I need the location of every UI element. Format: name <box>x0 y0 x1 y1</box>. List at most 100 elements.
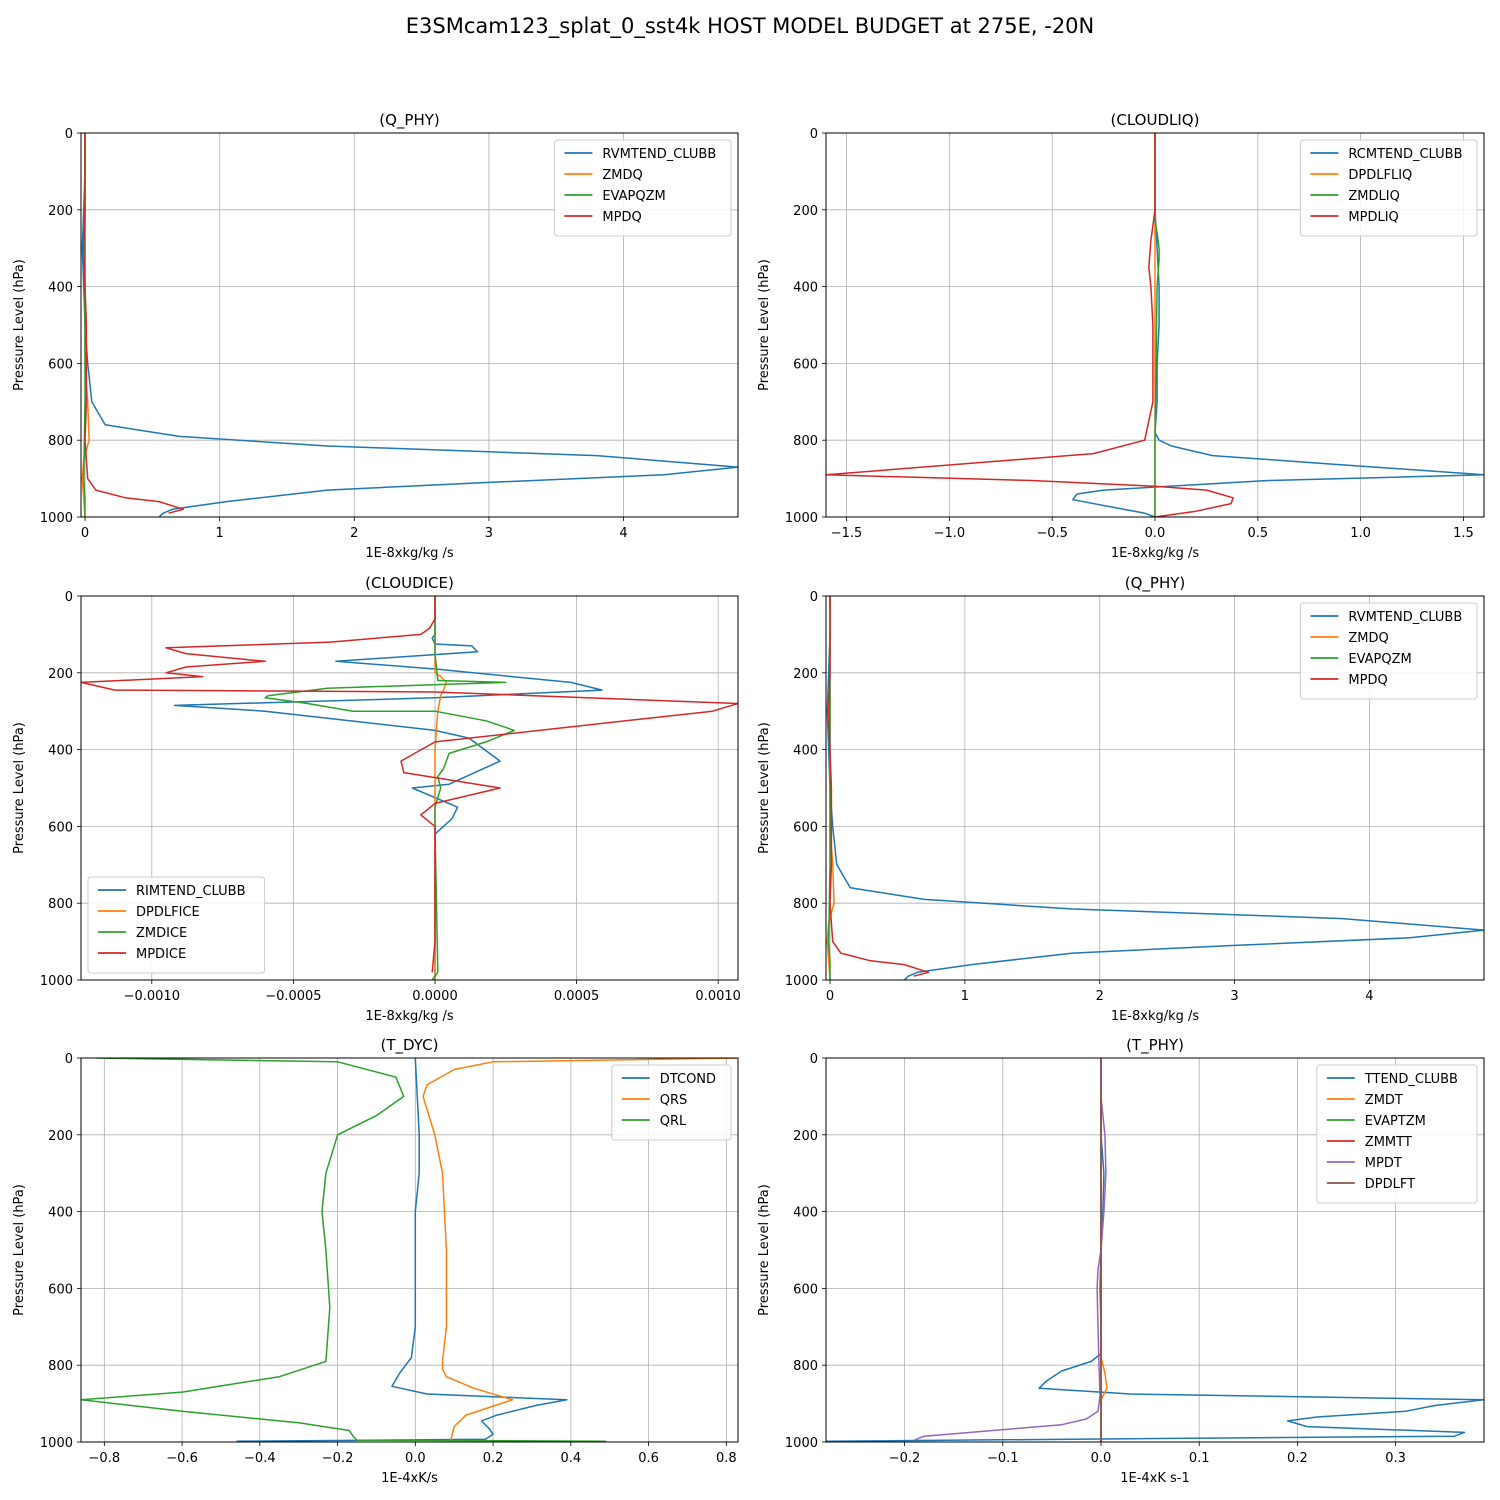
x-tick-label: 2 <box>1096 989 1104 1004</box>
x-tick-label: 0.0005 <box>554 989 600 1004</box>
legend-box <box>553 139 732 237</box>
legend: RVMTEND_CLUBB ZMDQ EVAPQZM MPDQ <box>1299 602 1478 700</box>
y-tick-label: 200 <box>48 1129 73 1144</box>
subplot-title: (Q_PHY) <box>1125 574 1186 593</box>
figure-title: E3SMcam123_splat_0_sst4k HOST MODEL BUDG… <box>405 14 1095 38</box>
x-axis-label: 1E-8xkg/kg /s <box>1111 546 1200 561</box>
legend-label: RVMTEND_CLUBB <box>1348 610 1462 625</box>
subplot-1: 0 1 2 3 4 0 200 400 600 800 1000 (Q_PHY) 1E-8xkg/kg … <box>12 111 739 561</box>
y-tick-label: 1000 <box>785 1436 818 1451</box>
subplot-title: (CLOUDLIQ) <box>1111 111 1200 129</box>
x-tick-label: 0 <box>826 989 834 1004</box>
x-tick-label: 0.3 <box>1385 1451 1406 1466</box>
y-tick-label: 400 <box>793 1206 818 1221</box>
x-tick-label: 1 <box>216 526 224 541</box>
legend-box <box>611 1064 732 1141</box>
legend-label: MPDLIQ <box>1348 210 1398 225</box>
axes-frame <box>80 132 739 518</box>
x-tick-label: −0.0010 <box>124 989 180 1004</box>
legend-label: DPDLFLIQ <box>1348 168 1412 183</box>
x-tick-label: 0.0 <box>1091 1451 1112 1466</box>
x-tick-label: 0.1 <box>1189 1451 1210 1466</box>
legend: RCMTEND_CLUBB DPDLFLIQ ZMDLIQ MPDLIQ <box>1299 139 1478 237</box>
series-line-zmdliq <box>1154 133 1160 517</box>
x-tick-label: 4 <box>619 526 627 541</box>
y-tick-label: 1000 <box>785 974 818 989</box>
y-axis-label: Pressure Level (hPa) <box>12 722 27 854</box>
x-tick-label: −1.0 <box>934 526 966 541</box>
y-tick-label: 200 <box>48 667 73 682</box>
legend-box <box>1299 139 1478 237</box>
legend-label: DPDLFT <box>1365 1177 1415 1192</box>
series-line-rvmtend_clubb <box>826 596 1484 980</box>
x-tick-label: −0.4 <box>244 1451 276 1466</box>
y-tick-label: 600 <box>48 820 73 835</box>
legend-label: DPDLFICE <box>136 905 200 920</box>
legend-label: ZMDQ <box>602 168 642 183</box>
legend-label: DTCOND <box>660 1072 716 1087</box>
legend-box <box>1316 1064 1478 1204</box>
y-tick-label: 800 <box>793 434 818 449</box>
x-tick-label: 3 <box>485 526 493 541</box>
series-line-rimtend_clubb <box>173 596 603 980</box>
y-tick-label: 200 <box>48 204 73 219</box>
legend-label: MPDT <box>1365 1156 1402 1171</box>
y-tick-label: 800 <box>48 434 73 449</box>
y-axis-label: Pressure Level (hPa) <box>12 259 27 391</box>
x-tick-label: −0.1 <box>987 1451 1019 1466</box>
plot-area <box>826 1058 1484 1442</box>
series-line-rvmtend_clubb <box>81 133 738 517</box>
y-tick-label: 0 <box>65 127 73 142</box>
y-tick-label: 800 <box>793 897 818 912</box>
plot-area <box>81 133 738 517</box>
plot-area <box>81 1058 738 1442</box>
series-line-rcmtend_clubb <box>1072 133 1484 517</box>
legend-label: MPDQ <box>602 210 641 225</box>
legend-label: ZMDICE <box>136 926 187 941</box>
y-tick-label: 0 <box>810 1052 818 1067</box>
legend-label: EVAPQZM <box>602 189 665 204</box>
series-line-mpdq <box>82 133 185 514</box>
series-line-zmdice <box>264 596 516 980</box>
series-line-mpdice <box>81 596 738 973</box>
x-tick-label: 0.6 <box>638 1451 659 1466</box>
x-tick-label: −1.5 <box>831 526 863 541</box>
series-line-dtcond <box>236 1058 568 1442</box>
axes-frame <box>825 1057 1485 1443</box>
x-tick-label: −0.8 <box>89 1451 121 1466</box>
y-axis-label: Pressure Level (hPa) <box>757 259 772 391</box>
subplot-title: (Q_PHY) <box>379 111 440 130</box>
legend-box <box>87 876 266 974</box>
y-tick-label: 400 <box>793 744 818 759</box>
x-tick-label: −0.2 <box>322 1451 354 1466</box>
y-axis-label: Pressure Level (hPa) <box>12 1184 27 1316</box>
legend-label: RVMTEND_CLUBB <box>602 147 716 162</box>
series-line-zmdt <box>1100 1058 1108 1442</box>
y-tick-label: 600 <box>793 820 818 835</box>
x-axis-label: 1E-8xkg/kg /s <box>365 1009 454 1024</box>
y-tick-label: 400 <box>48 281 73 296</box>
legend-label: MPDQ <box>1348 673 1387 688</box>
y-tick-label: 0 <box>810 127 818 142</box>
x-tick-label: 1.0 <box>1350 526 1371 541</box>
x-axis-label: 1E-8xkg/kg /s <box>365 546 454 561</box>
subplot-3: −0.0010 −0.0005 0.0000 0.0005 0.0010 0 200 400 6… <box>12 574 741 1024</box>
x-axis-label: 1E-8xkg/kg /s <box>1111 1009 1200 1024</box>
x-tick-label: 1.5 <box>1453 526 1474 541</box>
series-line-mpdliq <box>826 133 1234 517</box>
y-tick-label: 400 <box>48 1206 73 1221</box>
x-tick-label: 0 <box>81 526 89 541</box>
series-line-qrl <box>81 1058 606 1442</box>
y-tick-label: 1000 <box>40 511 73 526</box>
x-tick-label: −0.5 <box>1036 526 1068 541</box>
x-axis-label: 1E-4xK s-1 <box>1120 1471 1190 1486</box>
x-tick-label: 0.2 <box>1287 1451 1308 1466</box>
subplot-title: (T_PHY) <box>1126 1036 1184 1055</box>
y-tick-label: 200 <box>793 204 818 219</box>
legend-label: ZMMTT <box>1365 1135 1412 1150</box>
x-tick-label: −0.0005 <box>265 989 321 1004</box>
y-tick-label: 0 <box>65 590 73 605</box>
y-tick-label: 1000 <box>40 1436 73 1451</box>
x-tick-label: 0.5 <box>1247 526 1268 541</box>
y-tick-label: 600 <box>793 357 818 372</box>
